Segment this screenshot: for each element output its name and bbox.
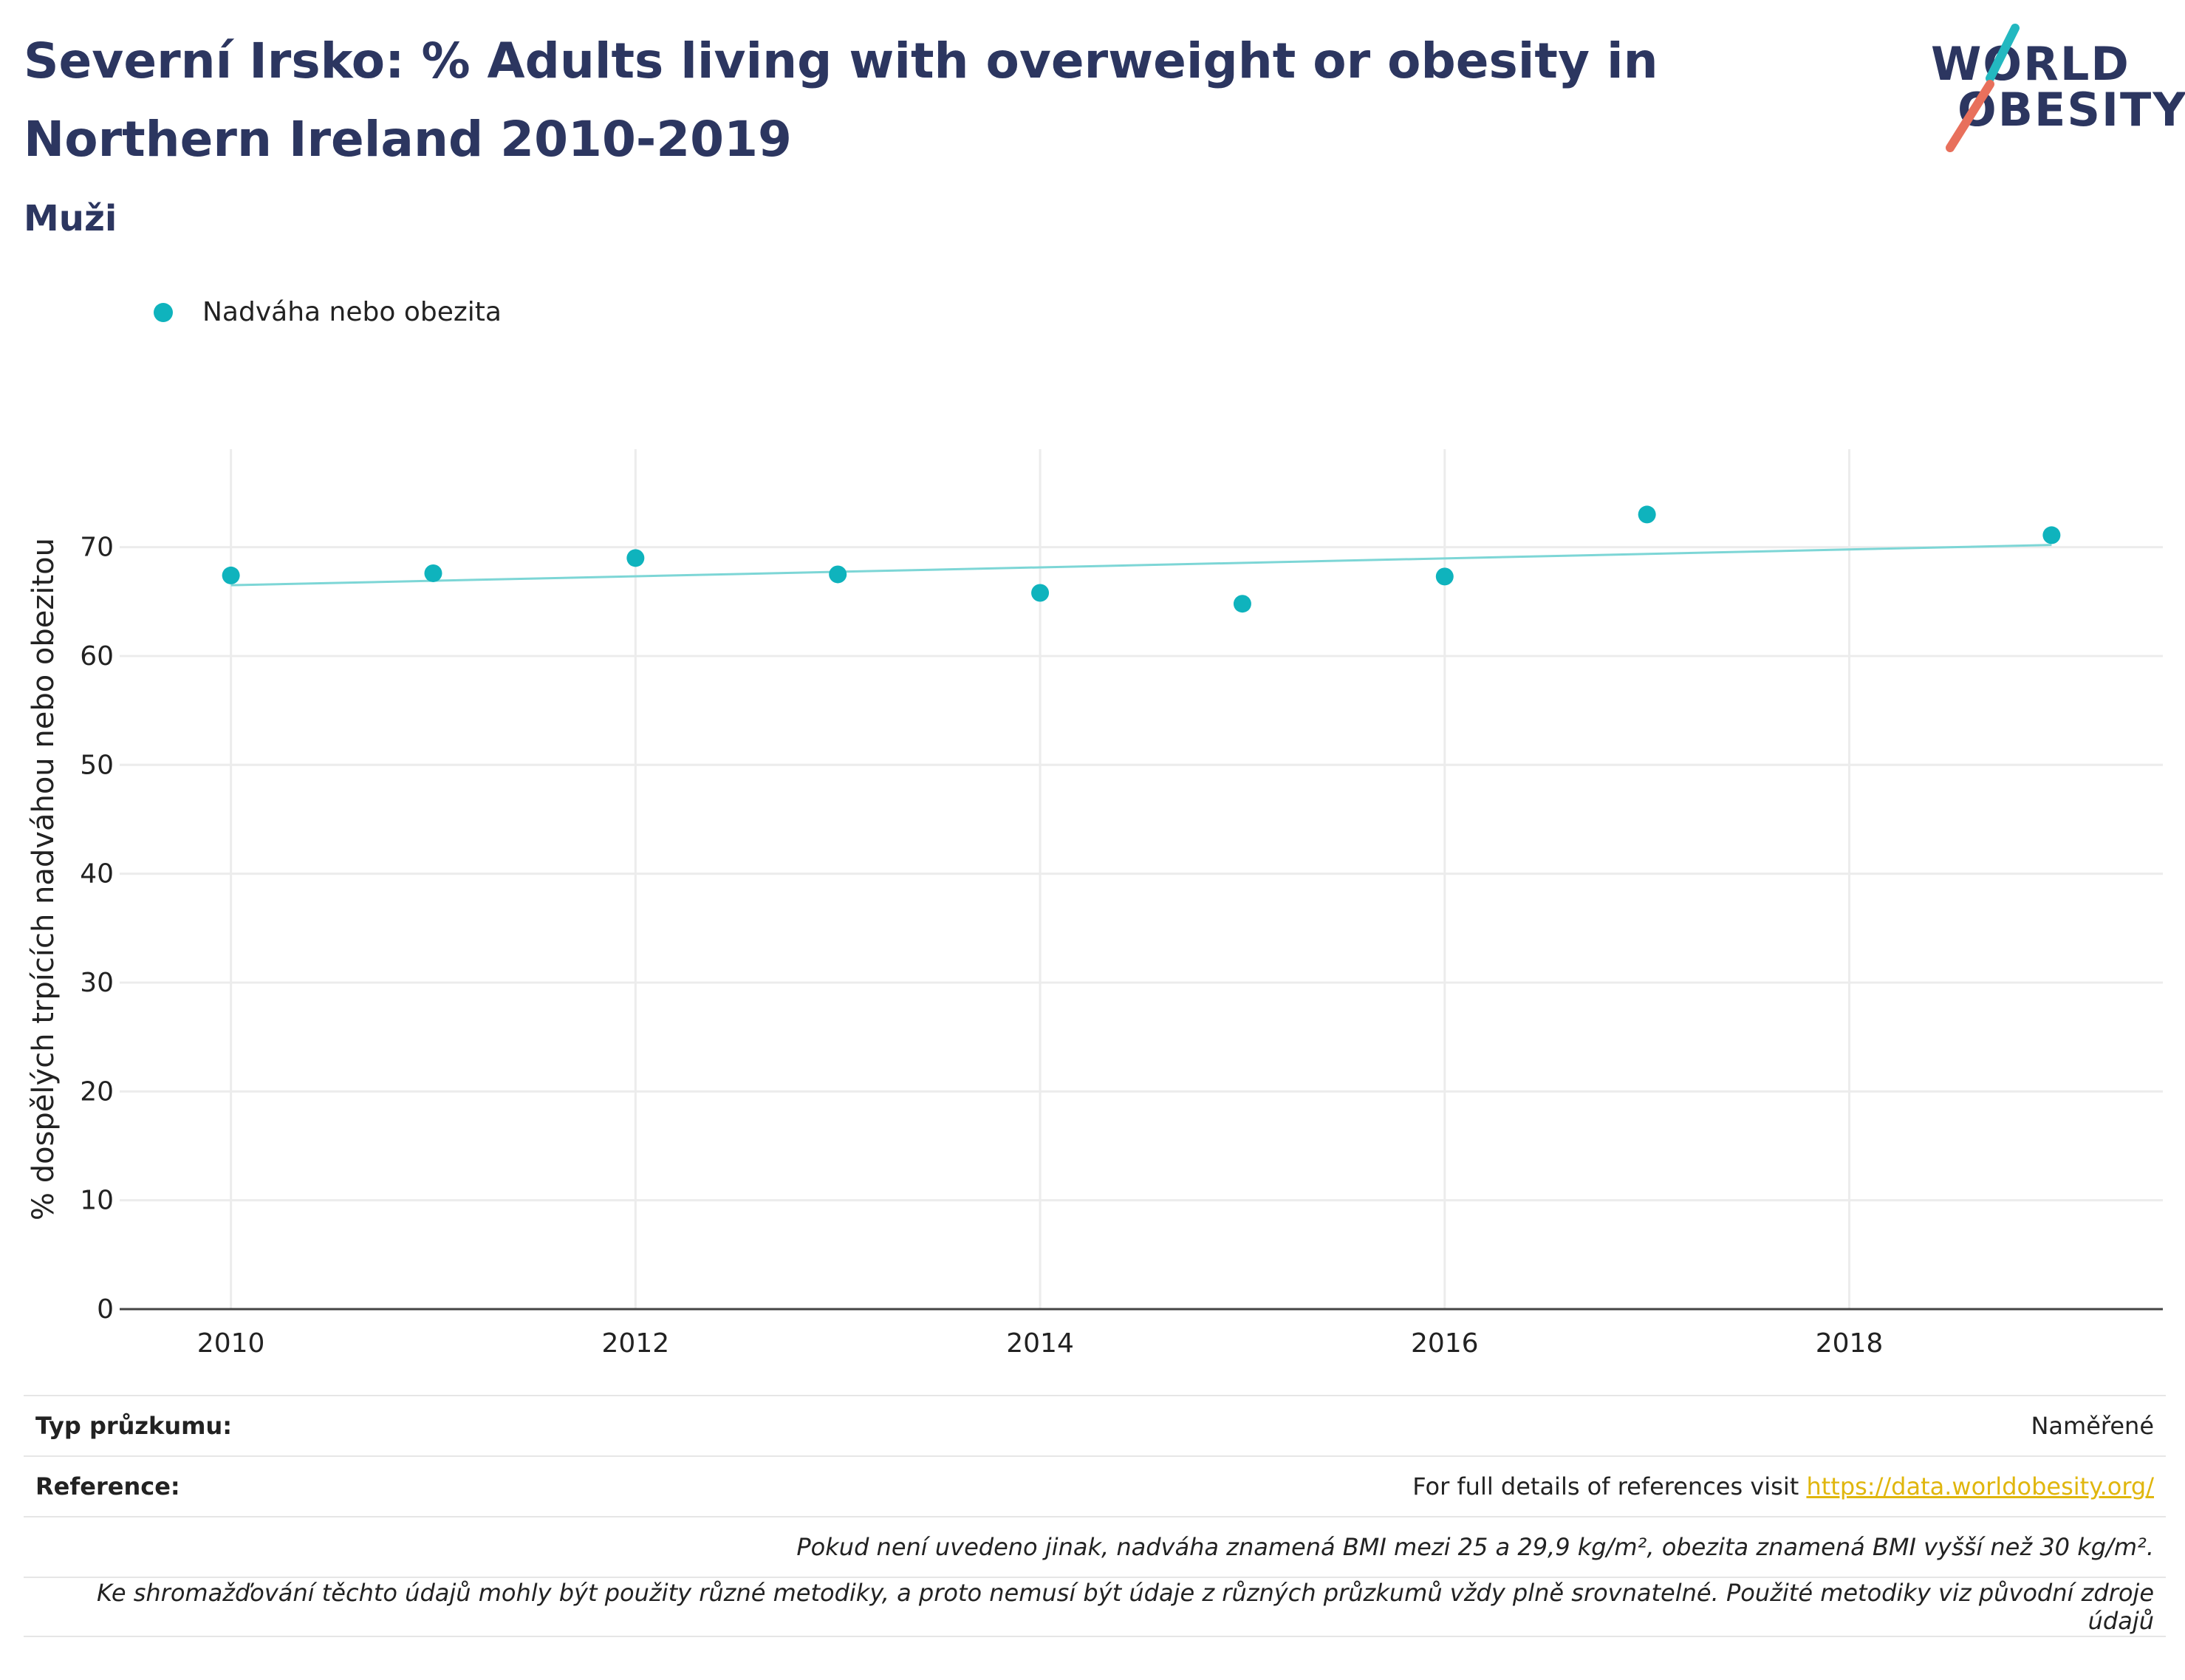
y-tick-label: 50 [80, 750, 114, 780]
trend-line [230, 544, 2052, 587]
data-point [1233, 595, 1251, 613]
x-tick-label: 2018 [1816, 1328, 1884, 1359]
y-tick-label: 40 [80, 859, 114, 889]
legend-label: Nadváha nebo obezita [202, 297, 502, 327]
chart-legend: Nadváha nebo obezita [154, 297, 502, 327]
survey-type-row: Typ průzkumu: Naměřené [24, 1395, 2166, 1455]
reference-text: For full details of references visit [1412, 1472, 1807, 1500]
scatter-chart: 0 10 20 30 40 50 60 70 2010 2012 2014 2016 2018 % dos… [27, 449, 2163, 1359]
x-tick-label: 2016 [1411, 1328, 1479, 1359]
survey-type-value: Naměřené [2031, 1412, 2154, 1440]
reference-label: Reference: [35, 1472, 180, 1500]
data-point [1435, 567, 1454, 586]
note-bmi-row: Pokud není uvedeno jinak, nadváha znamen… [24, 1516, 2166, 1577]
logo-word-world: WORLD [1931, 37, 2130, 91]
logo-word-obesity: OBESITY [1957, 83, 2185, 137]
note-bmi: Pokud není uvedeno jinak, nadváha znamen… [796, 1533, 2154, 1561]
x-tick-label: 2014 [1006, 1328, 1074, 1359]
reference-link[interactable]: https://data.worldobesity.org/ [1806, 1472, 2154, 1500]
world-obesity-logo: WORLD OBESITY [1928, 21, 2185, 154]
chart-subtitle: Muži [24, 198, 117, 239]
x-tick-label: 2012 [602, 1328, 670, 1359]
data-point [2042, 526, 2061, 544]
data-point [424, 564, 442, 582]
data-point [1638, 505, 1656, 524]
reference-value: For full details of references visit htt… [1412, 1472, 2154, 1500]
data-point [222, 566, 240, 584]
logo-slash-icon [1946, 24, 2020, 152]
note-methods: Ke shromažďování těchto údajů mohly být … [97, 1579, 2154, 1635]
y-tick-label: 30 [80, 968, 114, 998]
data-point [626, 549, 645, 567]
note-methods-row: Ke shromažďování těchto údajů mohly být … [24, 1577, 2166, 1637]
y-tick-label: 70 [80, 533, 114, 563]
y-tick-label: 10 [80, 1186, 114, 1216]
reference-row: Reference: For full details of reference… [24, 1455, 2166, 1516]
legend-marker-icon [154, 302, 173, 322]
data-point [829, 565, 847, 584]
x-tick-label: 2010 [197, 1328, 265, 1359]
y-axis-title: % dospělých trpících nadváhou nebo obezi… [27, 538, 61, 1220]
y-tick-label: 60 [80, 641, 114, 672]
data-point [1031, 584, 1050, 602]
y-tick-label: 20 [80, 1076, 114, 1107]
y-tick-label: 0 [97, 1294, 114, 1325]
survey-type-label: Typ průzkumu: [35, 1412, 233, 1440]
info-table: Typ průzkumu: Naměřené Reference: For fu… [24, 1395, 2166, 1637]
chart-title: Severní Irsko: % Adults living with over… [24, 33, 1658, 168]
